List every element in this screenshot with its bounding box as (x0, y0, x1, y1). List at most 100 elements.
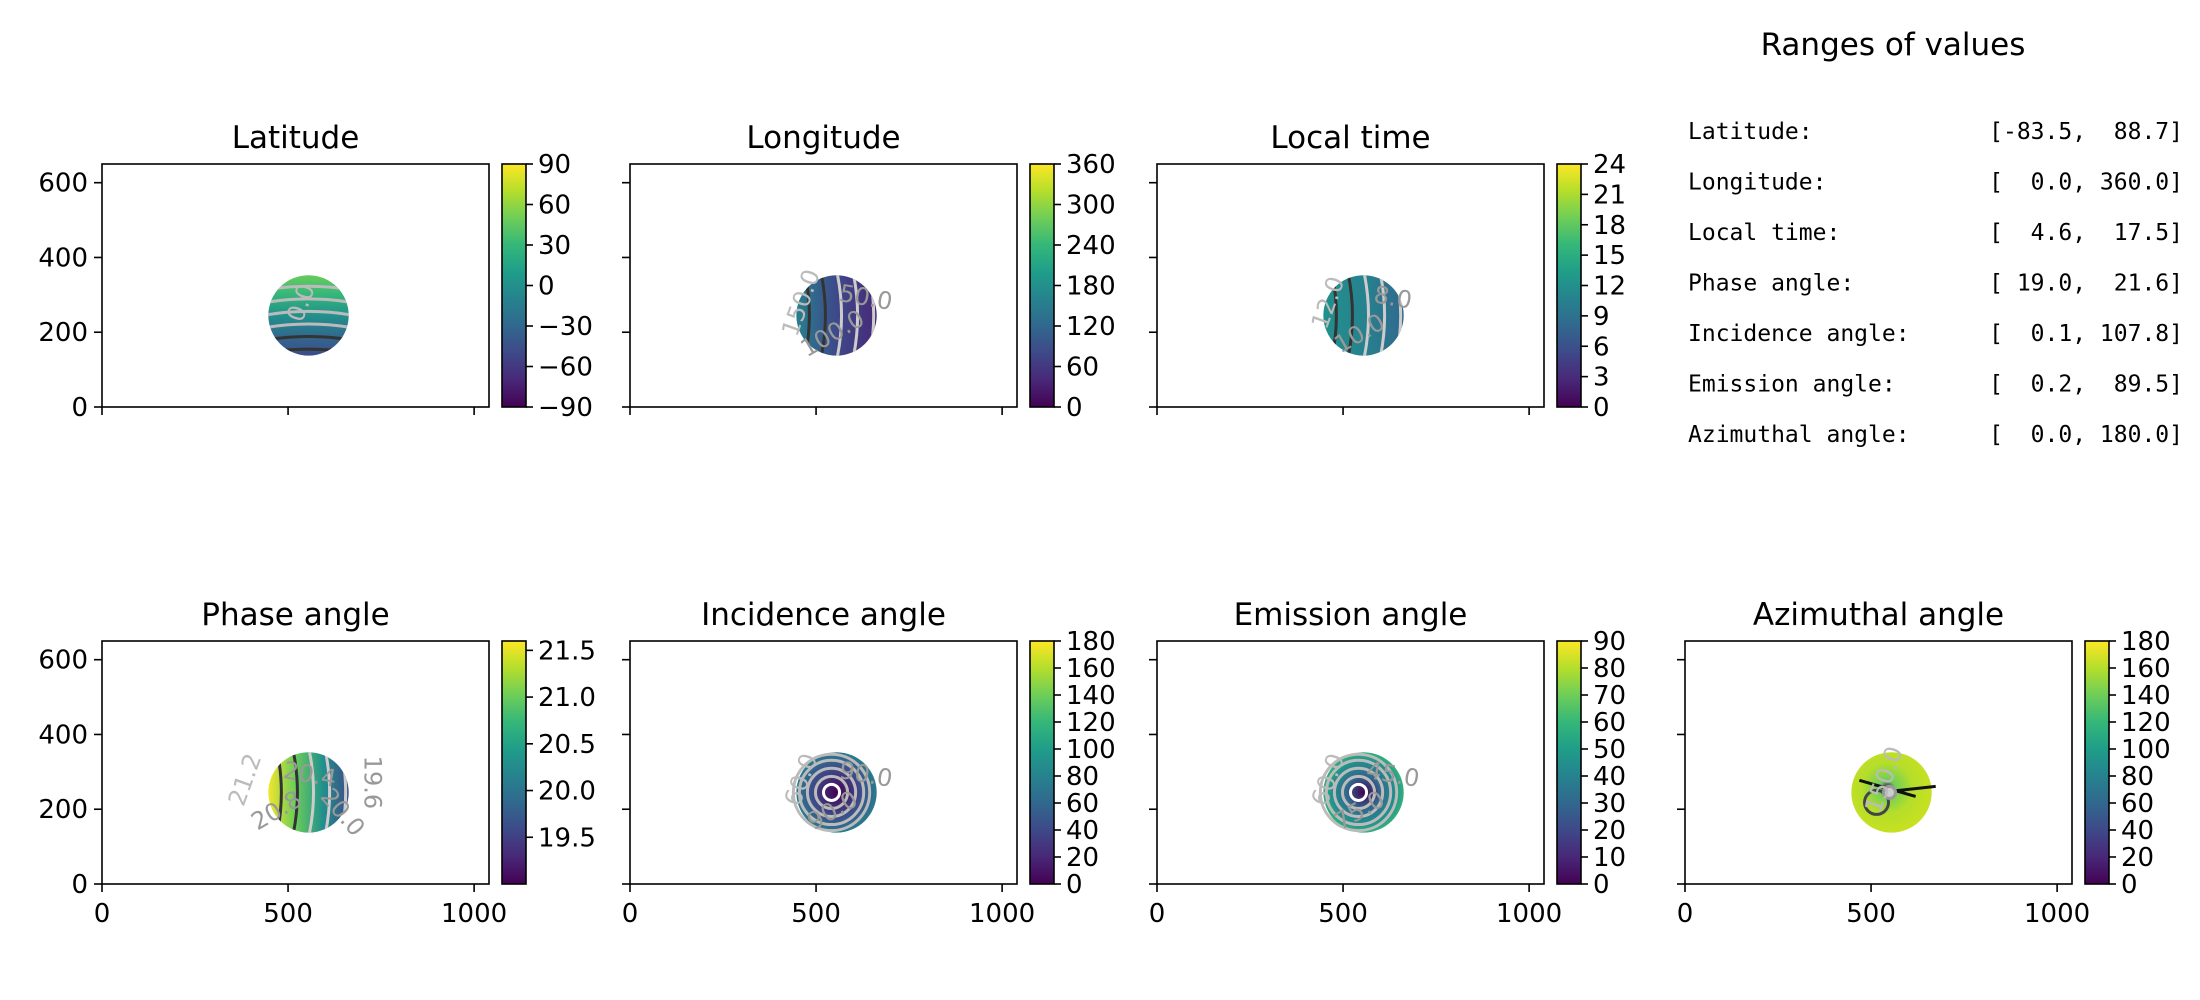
emission-angle-colorbar-tick-label: 10 (1593, 843, 1626, 873)
longitude-panel: Longitude150.0100.050.036030024018012060… (622, 120, 1116, 423)
ranges-row-label: Latitude: (1688, 119, 1813, 145)
local-time-colorbar-tick-label: 9 (1593, 302, 1610, 332)
phase-angle-x-tick-label: 1000 (441, 899, 507, 929)
incidence-angle-x-tick-label: 500 (791, 899, 841, 929)
local-time-colorbar (1556, 163, 1582, 408)
ranges-row-label: Azimuthal angle: (1688, 422, 1910, 448)
emission-angle-colorbar-tick-label: 40 (1593, 762, 1626, 792)
emission-angle-contours (1318, 752, 1399, 833)
azimuthal-angle-axes (1684, 640, 2073, 885)
ranges-row-label: Emission angle: (1688, 372, 1896, 398)
latitude-colorbar-tick-label: 0 (538, 272, 555, 302)
incidence-angle-colorbar (1029, 640, 1055, 885)
latitude-title: Latitude (232, 120, 360, 156)
azimuthal-angle-colorbar-tick-label: 120 (2121, 708, 2171, 738)
latitude-axes (101, 163, 490, 408)
ranges-row-label: Phase angle: (1688, 271, 1854, 297)
longitude-colorbar-tick-label: 360 (1066, 150, 1116, 180)
incidence-angle-x-tick-label: 0 (622, 899, 639, 929)
incidence-angle-colorbar-tick-label: 180 (1066, 627, 1116, 657)
local-time-contour-label: 8.0 (1372, 280, 1414, 314)
latitude-colorbar-tick-label: 90 (538, 150, 571, 180)
incidence-angle-colorbar-tick-label: 160 (1066, 654, 1116, 684)
incidence-angle-colorbar-tick-label: 0 (1066, 870, 1083, 900)
azimuthal-angle-colorbar-tick-label: 80 (2121, 762, 2154, 792)
local-time-colorbar-tick-label: 0 (1593, 393, 1610, 423)
local-time-colorbar-tick-label: 6 (1593, 332, 1610, 362)
azimuthal-angle-colorbar (2084, 640, 2110, 885)
emission-angle-colorbar-tick-label: 0 (1593, 870, 1610, 900)
local-time-colorbar-tick-label: 15 (1593, 241, 1626, 271)
incidence-angle-x-tick-label: 1000 (969, 899, 1035, 929)
longitude-colorbar-tick-label: 300 (1066, 191, 1116, 221)
azimuthal-angle-colorbar-tick-label: 0 (2121, 870, 2138, 900)
emission-angle-title: Emission angle (1234, 597, 1468, 633)
local-time-colorbar-tick-label: 3 (1593, 363, 1610, 393)
local-time-title: Local time (1270, 120, 1430, 156)
azimuthal-angle-colorbar-tick-label: 100 (2121, 735, 2171, 765)
azimuthal-angle-colorbar-tick-label: 180 (2121, 627, 2171, 657)
ranges-row-value: [ 4.6, 17.5] (1989, 220, 2183, 246)
emission-angle-colorbar-tick-label: 50 (1593, 735, 1626, 765)
incidence-angle-colorbar-tick-label: 140 (1066, 681, 1116, 711)
ranges-row-label: Longitude: (1688, 170, 1826, 196)
longitude-colorbar-tick-label: 240 (1066, 231, 1116, 261)
emission-angle-axes (1156, 640, 1545, 885)
latitude-colorbar-tick-label: −30 (538, 312, 593, 342)
incidence-angle-colorbar-tick-label: 120 (1066, 708, 1116, 738)
latitude-colorbar-tick-label: 60 (538, 191, 571, 221)
phase-angle-y-tick-label: 200 (38, 795, 88, 825)
latitude-y-tick-label: 200 (38, 318, 88, 348)
ranges-of-values-table: Ranges of values Latitude: [-83.5, 88.7] L… (1688, 27, 2183, 448)
phase-angle-colorbar-tick-label: 21.5 (538, 636, 596, 666)
phase-angle-y-tick-label: 600 (38, 646, 88, 676)
emission-angle-colorbar-tick-label: 30 (1593, 789, 1626, 819)
incidence-angle-colorbar-tick-label: 40 (1066, 816, 1099, 846)
emission-angle-x-tick-label: 0 (1149, 899, 1166, 929)
longitude-colorbar (1029, 163, 1055, 408)
azimuthal-angle-colorbar-tick-label: 60 (2121, 789, 2154, 819)
longitude-title: Longitude (746, 120, 900, 156)
emission-angle-colorbar-tick-label: 80 (1593, 654, 1626, 684)
local-time-axes (1156, 163, 1545, 408)
phase-angle-axes (101, 640, 490, 885)
latitude-colorbar-tick-label: −90 (538, 393, 593, 423)
phase-angle-contour-label: 19.6 (359, 756, 387, 809)
emission-angle-colorbar (1556, 640, 1582, 885)
emission-angle-colorbar-tick-label: 60 (1593, 708, 1626, 738)
latitude-y-tick-label: 400 (38, 243, 88, 273)
azimuthal-angle-title: Azimuthal angle (1753, 597, 2004, 633)
local-time-colorbar-tick-label: 24 (1593, 150, 1626, 180)
phase-angle-x-tick-label: 500 (263, 899, 313, 929)
phase-angle-colorbar (501, 640, 527, 885)
ranges-row-value: [ 0.2, 89.5] (1989, 372, 2183, 398)
phase-angle-contour-label: 21.2 (223, 750, 268, 810)
local-time-colorbar-tick-label: 21 (1593, 180, 1626, 210)
phase-angle-title: Phase angle (201, 597, 389, 633)
ranges-row-label: Local time: (1688, 220, 1840, 246)
azimuthal-angle-x-tick-label: 1000 (2024, 899, 2090, 929)
incidence-angle-title: Incidence angle (701, 597, 946, 633)
phase-angle-colorbar-tick-label: 21.0 (538, 683, 596, 713)
ranges-row-value: [-83.5, 88.7] (1989, 119, 2183, 145)
longitude-axes (629, 163, 1018, 408)
longitude-colorbar-tick-label: 0 (1066, 393, 1083, 423)
incidence-angle-colorbar-tick-label: 100 (1066, 735, 1116, 765)
incidence-angle-contours (791, 752, 872, 833)
azimuthal-angle-colorbar-tick-label: 140 (2121, 681, 2171, 711)
latitude-y-tick-label: 600 (38, 169, 88, 199)
latitude-colorbar (501, 163, 527, 408)
local-time-colorbar-tick-label: 12 (1593, 272, 1626, 302)
latitude-y-tick-label: 0 (71, 393, 88, 423)
incidence-angle-colorbar-tick-label: 80 (1066, 762, 1099, 792)
longitude-colorbar-tick-label: 120 (1066, 312, 1116, 342)
azimuthal-angle-contours (1858, 778, 1936, 816)
ranges-row-value: [ 19.0, 21.6] (1989, 271, 2183, 297)
ranges-row-value: [ 0.0, 360.0] (1989, 170, 2183, 196)
ranges-title: Ranges of values (1761, 27, 2026, 63)
